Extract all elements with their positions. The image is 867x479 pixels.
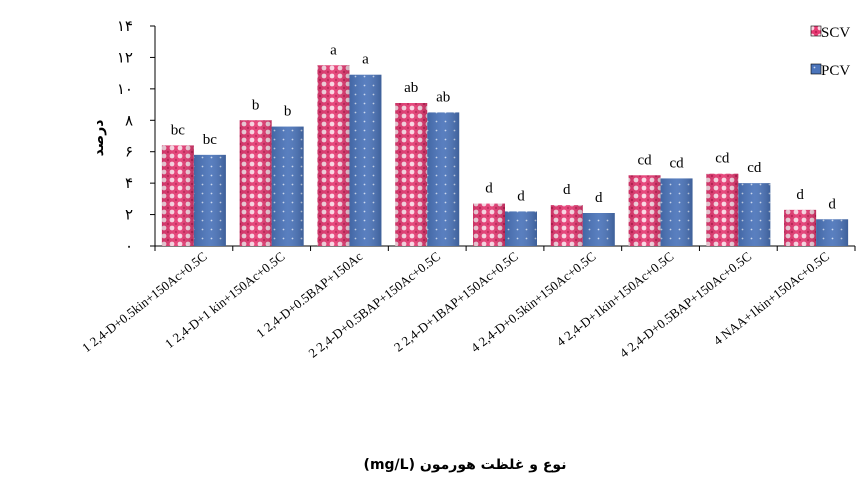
data-label-pcv: b [284, 104, 292, 120]
bar-shade-scv [706, 173, 739, 246]
data-label-pcv: cd [747, 160, 762, 176]
bar-shade-scv [161, 145, 194, 246]
legend-item-pcv: PCV [810, 63, 850, 79]
bar-shade-scv [550, 205, 583, 246]
legend-swatch-pcv [810, 63, 822, 75]
x-category-label: 2 2,4-D+1BAP+150Ac+0.5C [391, 249, 521, 355]
data-label-scv: bc [171, 122, 186, 138]
bars [161, 65, 849, 247]
x-axis-title: نوع و غلظت هورمون (mg/L) [364, 457, 567, 473]
bar-shade-pcv [193, 154, 226, 246]
bar-shade-scv [239, 120, 272, 246]
data-label-scv: d [485, 181, 493, 197]
y-tick-label: ۶ [125, 145, 133, 161]
legend-label-scv: SCV [821, 25, 850, 41]
data-label-scv: d [563, 182, 571, 198]
y-tick-label: ۱۰ [117, 82, 133, 98]
data-label-pcv: d [595, 190, 603, 206]
legend-label-pcv: PCV [821, 63, 850, 79]
bar-shade-scv [395, 103, 428, 246]
data-label-scv: cd [637, 152, 652, 168]
data-labels: bc b a ab d d cd cd d bc b a ab d d cd cd d [171, 42, 837, 212]
bar-shade-scv [473, 203, 505, 246]
data-label-pcv: cd [669, 155, 684, 171]
category-labels: 1 2,4-D+0.5kin+150Ac+0.5C1 2,4-D+1 kin+1… [79, 248, 832, 360]
bar-shade-pcv [738, 183, 771, 246]
data-label-pcv: ab [436, 89, 450, 105]
bar-shade-pcv [660, 178, 693, 246]
bar-shade-pcv [816, 219, 849, 246]
data-label-scv: cd [715, 151, 730, 167]
y-axis-ticks: ۰ ۲ ۴ ۶ ۸ ۱۰ ۱۲ ۱۴ [117, 19, 155, 255]
legend-item-scv: SCV [810, 25, 850, 41]
y-tick-label: ۰ [125, 239, 133, 255]
y-tick-label: ۲ [125, 208, 133, 224]
x-category-label: 4 2,4-D+0.5BAP+150Ac+0.5C [617, 249, 755, 361]
y-axis-title: درصد [91, 120, 107, 157]
x-category-label: 1 2,4-D+0.5kin+150Ac+0.5C [79, 249, 210, 356]
y-tick-label: ۸ [125, 113, 133, 129]
x-category-label: 4 2,4-D+0.5kin+150Ac+0.5C [468, 249, 599, 356]
bar-shade-pcv [582, 213, 615, 246]
x-axis-ticks [154, 246, 856, 251]
legend-swatch-scv [810, 25, 822, 37]
x-category-label: 2 2,4-D+0.5BAP+150Ac+0.5C [306, 249, 444, 361]
bar-shade-pcv [427, 112, 460, 246]
data-label-pcv: d [828, 196, 836, 212]
data-label-scv: ab [404, 80, 418, 96]
bar-shade-scv [628, 175, 661, 246]
data-label-pcv: a [362, 52, 369, 68]
data-label-pcv: d [517, 188, 525, 204]
data-label-scv: d [796, 187, 804, 203]
bar-shade-scv [317, 65, 350, 247]
bar-shade-pcv [505, 211, 537, 246]
bar-shade-pcv [349, 74, 382, 246]
y-tick-label: ۱۴ [117, 19, 133, 35]
bar-shade-scv [784, 209, 817, 246]
legend: SCV PCV [810, 25, 850, 79]
data-label-scv: b [252, 97, 260, 113]
bar-shade-pcv [271, 126, 304, 246]
y-tick-label: ۴ [125, 176, 133, 192]
data-label-scv: a [330, 42, 337, 58]
y-tick-label: ۱۲ [117, 50, 133, 66]
data-label-pcv: bc [203, 132, 218, 148]
